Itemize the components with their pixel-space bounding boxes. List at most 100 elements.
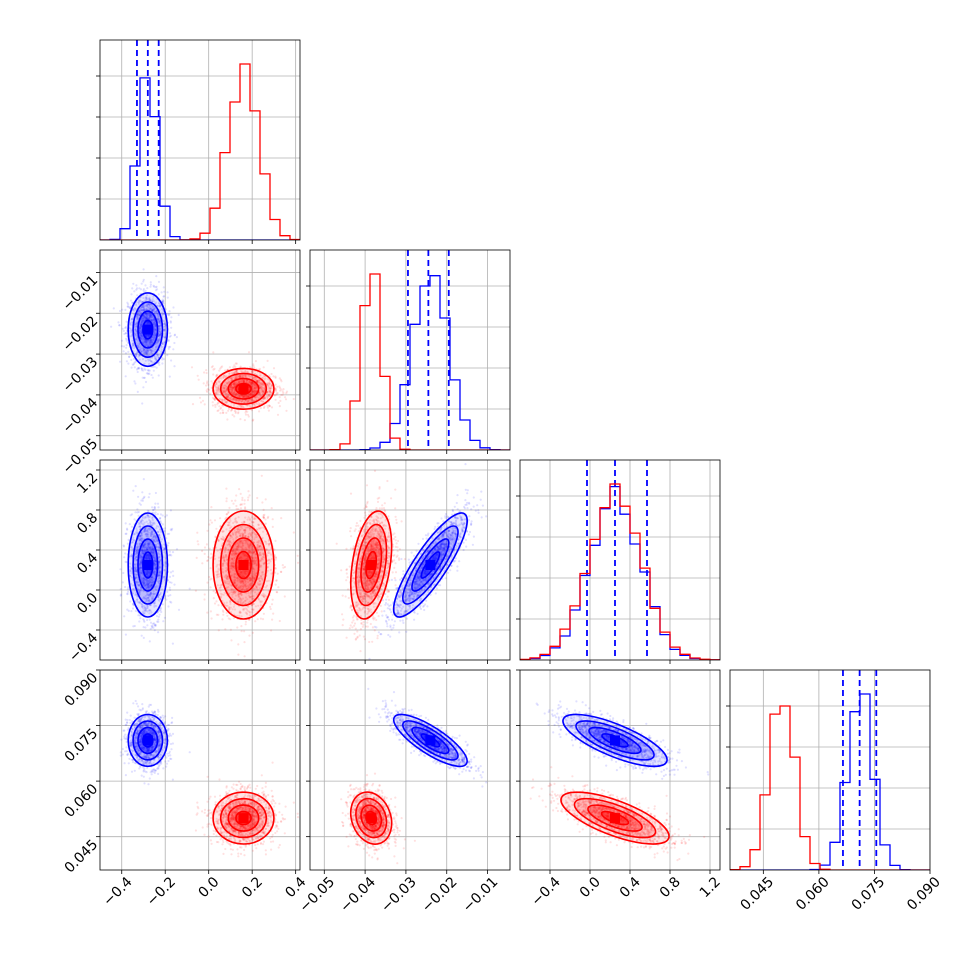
sample-point	[138, 342, 141, 345]
sample-point	[134, 352, 137, 355]
sample-point	[243, 419, 246, 422]
sample-point	[263, 513, 266, 517]
sample-point	[223, 384, 226, 387]
sample-point	[267, 395, 270, 398]
sample-point	[156, 317, 159, 320]
sample-point	[143, 340, 147, 343]
sample-point	[151, 376, 154, 379]
sample-point	[149, 312, 152, 315]
sample-point	[122, 571, 125, 575]
sample-point	[144, 339, 147, 342]
sample-point	[148, 316, 152, 319]
sample-point	[152, 581, 155, 584]
sample-point	[149, 285, 152, 288]
sample-point	[157, 330, 161, 333]
sample-point	[168, 575, 172, 579]
sample-point	[169, 321, 172, 324]
sample-point	[142, 308, 145, 311]
sample-point	[134, 353, 138, 356]
sample-point	[220, 377, 223, 380]
sample-point	[140, 345, 143, 348]
sample-point	[225, 487, 228, 490]
sample-point	[239, 394, 242, 398]
sample-point	[164, 527, 167, 530]
sample-point	[259, 374, 262, 377]
sample-point	[223, 390, 226, 393]
sample-point	[142, 309, 145, 312]
sample-point	[259, 392, 262, 396]
sample-point	[135, 304, 138, 307]
sample-point	[222, 389, 226, 392]
sample-point	[248, 380, 251, 383]
sample-point	[147, 348, 151, 351]
sample-point	[212, 351, 215, 354]
sample-point	[169, 320, 172, 323]
sample-point	[146, 322, 149, 326]
sample-point	[144, 289, 147, 292]
sample-point	[252, 382, 255, 385]
sample-point	[201, 562, 204, 565]
sample-point	[198, 396, 202, 399]
sample-point	[144, 352, 147, 355]
sample-point	[269, 387, 272, 390]
sample-point	[150, 314, 153, 317]
sample-point	[274, 398, 277, 401]
sample-point	[143, 584, 146, 587]
sample-point	[157, 293, 160, 296]
sample-point	[249, 394, 252, 398]
sample-point	[129, 600, 132, 603]
sample-point	[151, 299, 154, 303]
sample-point	[210, 506, 213, 509]
sample-point	[229, 376, 232, 380]
sample-point	[279, 389, 282, 392]
sample-point	[138, 354, 141, 357]
sample-point	[149, 534, 152, 538]
sample-point	[256, 380, 259, 383]
sample-point	[142, 349, 145, 353]
sample-point	[154, 358, 157, 361]
sample-point	[253, 383, 256, 386]
sample-point	[256, 402, 259, 406]
sample-point	[244, 374, 247, 377]
sample-point	[148, 369, 151, 372]
sample-point	[134, 328, 137, 331]
sample-point	[140, 534, 143, 537]
sample-point	[153, 321, 156, 324]
sample-point	[235, 399, 238, 402]
sample-point	[156, 314, 159, 318]
sample-point	[260, 382, 263, 385]
sample-point	[223, 391, 226, 394]
sample-point	[217, 384, 220, 387]
sample-point	[147, 373, 150, 376]
sample-point	[268, 382, 271, 386]
sample-point	[145, 317, 148, 320]
sample-point	[149, 592, 152, 596]
sample-point	[167, 594, 170, 598]
sample-point	[228, 397, 232, 400]
sample-point	[155, 366, 158, 369]
sample-point	[222, 376, 225, 379]
sample-point	[139, 520, 142, 523]
sample-point	[222, 411, 225, 414]
sample-point	[132, 489, 135, 492]
sample-point	[142, 341, 145, 344]
sample-point	[148, 492, 151, 495]
density-peak	[142, 560, 153, 570]
sample-point	[151, 341, 154, 344]
sample-point	[235, 382, 238, 385]
sample-point	[276, 413, 280, 416]
sample-point	[260, 385, 263, 388]
sample-point	[196, 374, 199, 377]
sample-point	[260, 388, 263, 391]
sample-point	[242, 394, 245, 397]
sample-point	[237, 412, 240, 415]
sample-point	[146, 353, 149, 357]
sample-point	[224, 369, 227, 372]
sample-point	[253, 366, 256, 369]
sample-point	[243, 395, 246, 398]
sample-point	[144, 606, 147, 609]
sample-point	[232, 387, 235, 390]
sample-point	[148, 317, 151, 320]
sample-point	[256, 379, 259, 382]
sample-point	[133, 322, 136, 326]
